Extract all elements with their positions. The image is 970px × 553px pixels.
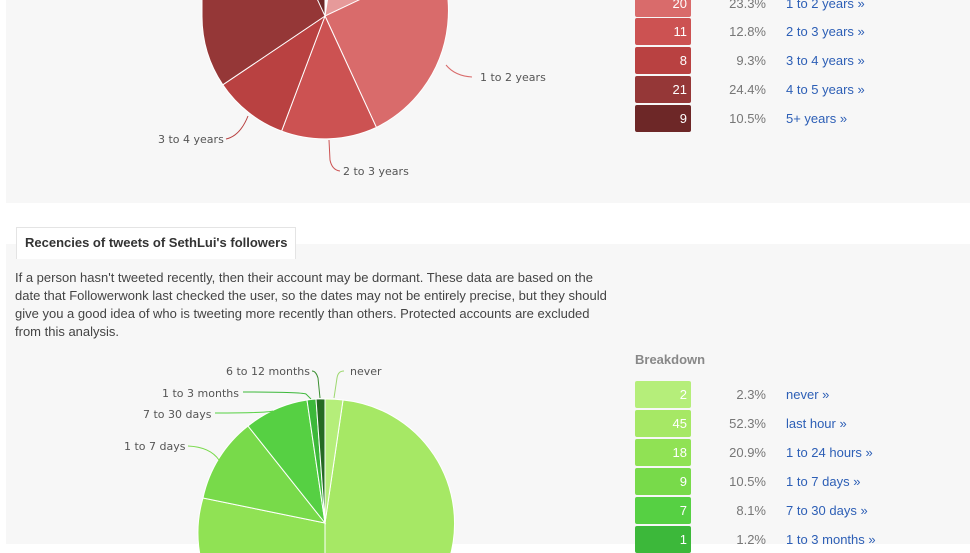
recency-link-1-to-3-months[interactable]: 1 to 3 months » (786, 532, 876, 547)
recency-pie-chart: 6 to 12 months never 1 to 3 months 7 to … (124, 365, 456, 553)
age-pie-slice-under-1-year (324, 0, 361, 17)
percent-value: 10.5% (729, 474, 766, 489)
section-title-tab: Recencies of tweets of SethLui's followe… (16, 227, 297, 259)
recency-connector-1-to-7 (187, 445, 220, 461)
age-pie-slice-5-plus-years (317, 0, 326, 17)
recency-pie-label-1-to-3: 1 to 3 months (162, 387, 239, 400)
age-link-2-to-3-years[interactable]: 2 to 3 years » (786, 24, 865, 39)
percent-value: 23.3% (729, 0, 766, 11)
recency-pie-label-never: never (350, 365, 382, 378)
recency-connector-7-to-30 (214, 410, 274, 414)
age-label-connector-3-to-4 (225, 115, 249, 140)
percent-value: 9.3% (736, 53, 766, 68)
recency-connector-6-to-12 (311, 370, 321, 399)
recency-pie-slice-last-hour (324, 399, 456, 553)
age-pie-label-1-to-2: 1 to 2 years (480, 71, 546, 84)
recency-link-last-hour[interactable]: last hour » (786, 416, 847, 431)
age-pie-slice-3-to-4-years (222, 14, 327, 132)
recency-link-1-to-7-days[interactable]: 1 to 7 days » (786, 474, 861, 489)
percent-value: 1.2% (736, 532, 766, 547)
recency-link-never[interactable]: never » (786, 387, 830, 402)
count-badge: 1 (635, 526, 691, 553)
section-description: If a person hasn't tweeted recently, the… (15, 270, 607, 339)
count-badge: 45 (635, 410, 691, 437)
recency-connector-1-to-3 (242, 391, 312, 400)
percent-value: 10.5% (729, 111, 766, 126)
age-link-4-to-5-years[interactable]: 4 to 5 years » (786, 82, 865, 97)
percent-value: 20.9% (729, 445, 766, 460)
recency-pie-slice-1-to-7-days (202, 425, 327, 524)
count-badge: 8 (635, 47, 691, 74)
age-pie-slice-4-to-5-years (201, 0, 326, 86)
count-badge: 20 (635, 0, 691, 17)
age-link-1-to-2-years[interactable]: 1 to 2 years » (786, 0, 865, 11)
count-badge: 21 (635, 76, 691, 103)
account-age-panel (6, 0, 970, 203)
age-label-connector-2-to-3 (328, 139, 341, 172)
age-pie-label-2-to-3: 2 to 3 years (343, 165, 409, 178)
age-pie-label-3-to-4: 3 to 4 years (158, 133, 224, 146)
recency-connector-never (333, 370, 345, 399)
recency-pie-label-1-to-7: 1 to 7 days (124, 440, 186, 453)
percent-value: 12.8% (729, 24, 766, 39)
count-badge: 2 (635, 381, 691, 408)
age-link-3-to-4-years[interactable]: 3 to 4 years » (786, 53, 865, 68)
count-badge: 9 (635, 468, 691, 495)
age-pie-slice-2-to-3-years (280, 14, 378, 140)
count-badge: 9 (635, 105, 691, 132)
recency-pie-label-7-to-30: 7 to 30 days (143, 408, 212, 421)
age-pie-slice-1-to-2-years (324, 0, 449, 129)
age-link-5-plus-years[interactable]: 5+ years » (786, 111, 848, 126)
percent-value: 52.3% (729, 416, 766, 431)
recency-link-7-to-30-days[interactable]: 7 to 30 days » (786, 503, 868, 518)
count-badge: 11 (635, 18, 691, 45)
recency-link-1-to-24-hours[interactable]: 1 to 24 hours » (786, 445, 873, 460)
count-badge: 18 (635, 439, 691, 466)
percent-value: 8.1% (736, 503, 766, 518)
percent-value: 24.4% (729, 82, 766, 97)
breakdown-heading: Breakdown (635, 352, 706, 367)
age-pie-chart: 1 to 2 years 2 to 3 years 3 to 4 years (158, 0, 546, 178)
count-badge: 7 (635, 497, 691, 524)
recency-pie-label-6-to-12: 6 to 12 months (226, 365, 310, 378)
tweet-recency-panel (6, 244, 970, 544)
recency-pie-slice-6-to-12-months (315, 398, 326, 524)
percent-value: 2.3% (736, 387, 766, 402)
age-label-connector-1-to-2 (445, 64, 473, 78)
